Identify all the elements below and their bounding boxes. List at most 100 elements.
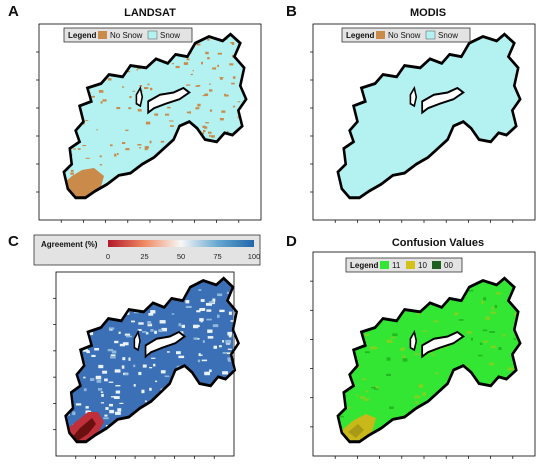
no-snow-pixel: [195, 85, 200, 87]
agreement-pixel: [159, 320, 166, 324]
no-snow-pixel: [209, 134, 211, 137]
panel-d: D Confusion Values Legend 11 10 00: [286, 233, 536, 459]
confusion-pixel: [439, 348, 442, 350]
agreement-pixel: [83, 376, 86, 379]
confusion-pixel: [400, 347, 405, 351]
agreement-pixel: [226, 352, 231, 355]
legend-label-snow-b: Snow: [438, 31, 458, 40]
no-snow-pixel: [91, 95, 95, 98]
agreement-pixel: [202, 340, 205, 343]
panel-title-landsat: LANDSAT: [124, 7, 176, 19]
no-snow-pixel: [209, 83, 211, 85]
no-snow-pixel: [102, 99, 107, 102]
agreement-pixel: [153, 363, 156, 367]
no-snow-pixel: [122, 86, 124, 88]
agreement-pixel: [138, 371, 142, 376]
no-snow-pixel: [229, 63, 234, 66]
agreement-pixel: [114, 340, 119, 344]
no-snow-pixel: [144, 146, 149, 149]
agreement-pixel: [105, 407, 109, 410]
no-snow-pixel: [212, 67, 217, 70]
agreement-pixel: [213, 345, 217, 349]
agreement-pixel: [126, 335, 133, 338]
legend-title-b: Legend: [346, 31, 375, 40]
agreement-pixel: [228, 311, 232, 315]
agreement-pixel: [197, 359, 201, 363]
confusion-pixel: [422, 392, 426, 396]
agreement-pixel: [110, 354, 116, 357]
confusion-pixel: [485, 316, 491, 320]
confusion-pixel: [429, 351, 432, 354]
agreement-pixel: [227, 331, 232, 336]
agreement-pixel: [85, 410, 90, 414]
confusion-pixel: [414, 353, 420, 355]
agreement-pixel: [181, 324, 185, 328]
agreement-pixel: [115, 411, 121, 415]
agreement-pixel: [96, 379, 102, 383]
legend-title-a: Legend: [68, 31, 97, 40]
no-snow-pixel: [183, 62, 189, 65]
no-snow-pixel: [205, 122, 209, 124]
no-snow-pixel: [99, 155, 102, 158]
agreement-pixel: [145, 332, 149, 335]
no-snow-pixel: [208, 131, 212, 134]
confusion-pixel: [355, 394, 359, 396]
agreement-pixel: [149, 387, 152, 391]
confusion-pixel: [466, 331, 472, 334]
no-snow-pixel: [175, 65, 180, 69]
no-snow-pixel: [85, 157, 90, 159]
no-snow-pixel: [96, 129, 99, 131]
no-snow-pixel: [107, 78, 112, 81]
confusion-pixel: [386, 373, 391, 376]
agreement-pixel: [200, 299, 205, 302]
no-snow-pixel: [203, 129, 206, 133]
agreement-pixel: [107, 348, 114, 352]
agreement-pixel: [193, 324, 199, 329]
no-snow-pixel: [169, 120, 174, 122]
confusion-pixel: [365, 334, 369, 337]
agreement-pixel: [167, 351, 170, 353]
agreement-pixel: [217, 293, 223, 297]
agreement-pixel: [100, 402, 104, 404]
agreement-pixel: [95, 375, 102, 380]
agreement-pixel: [124, 373, 128, 376]
agreement-pixel: [176, 351, 181, 355]
legend-swatch-no-snow-b: [376, 31, 385, 39]
panel-a: A LANDSAT Legend No Snow Snow: [8, 3, 262, 223]
agreement-pixel: [161, 327, 167, 332]
agreement-pixel: [128, 357, 131, 361]
confusion-pixel: [458, 319, 464, 321]
agreement-pixel: [207, 329, 213, 333]
agreement-pixel: [150, 329, 154, 332]
no-snow-pixel: [165, 113, 170, 116]
confusion-pixel: [339, 415, 344, 418]
no-snow-pixel: [219, 77, 224, 79]
agreement-pixel: [91, 354, 96, 357]
colorbar-tick-label: 100: [248, 252, 261, 261]
no-snow-pixel: [231, 82, 235, 85]
agreement-pixel: [228, 360, 231, 362]
panel-b: B MODIS Legend No Snow Snow: [286, 3, 536, 223]
no-snow-pixel: [207, 57, 210, 60]
no-snow-pixel: [73, 148, 76, 150]
colorbar-gradient: [108, 240, 254, 247]
agreement-pixel: [121, 365, 125, 369]
confusion-pixel: [514, 312, 518, 316]
agreement-pixel: [85, 410, 92, 412]
confusion-pixel: [391, 336, 396, 339]
confusion-pixel: [435, 372, 439, 375]
agreement-pixel: [198, 353, 201, 357]
no-snow-pixel: [195, 107, 200, 110]
no-snow-pixel: [85, 120, 89, 121]
agreement-pixel: [230, 320, 236, 322]
agreement-pixel: [85, 350, 90, 352]
agreement-pixel: [147, 321, 152, 325]
no-snow-pixel: [196, 43, 201, 46]
no-snow-pixel: [82, 145, 87, 147]
confusion-pixel: [402, 355, 406, 359]
no-snow-pixel: [137, 67, 141, 70]
agreement-pixel: [111, 350, 117, 354]
no-snow-pixel: [231, 43, 235, 45]
confusion-pixel: [361, 378, 367, 381]
no-snow-pixel: [217, 52, 222, 55]
